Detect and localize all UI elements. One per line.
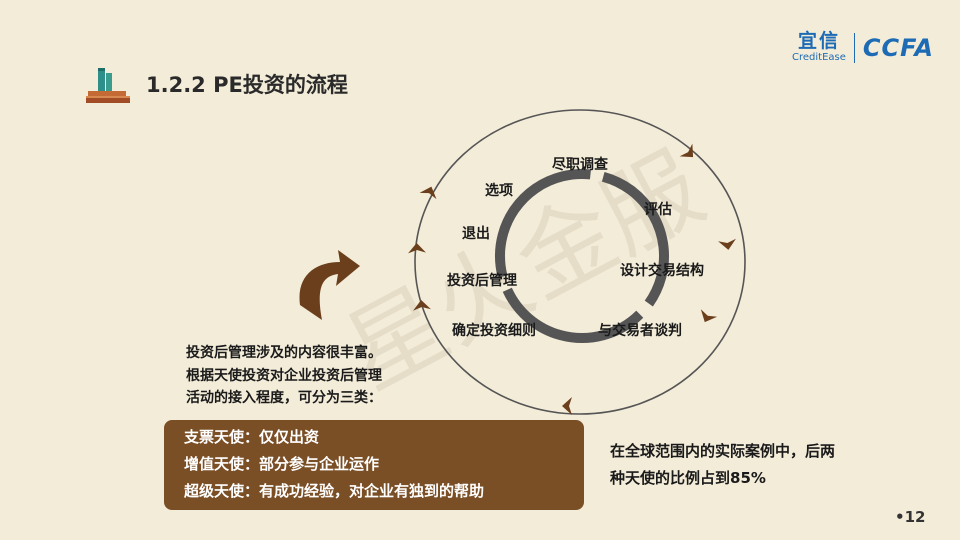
chevron-arrow-icon (413, 300, 431, 311)
step-due-diligence: 尽职调查 (552, 157, 608, 173)
description-line: 投资后管理涉及的内容很丰富。 (186, 345, 382, 361)
logo-creditease: 宜信 CreditEase (792, 32, 846, 63)
step-negotiation: 与交易者谈判 (598, 323, 682, 339)
angel-type-item: 增值天使：部分参与企业运作 (184, 455, 380, 473)
chevron-arrow-icon (718, 238, 736, 250)
logo-ccfa: CCFA (862, 33, 934, 62)
outer-ring (414, 109, 746, 415)
cycle-arrows (408, 143, 736, 415)
note-line: 在全球范围内的实际案例中，后两 (610, 442, 836, 460)
title-row: 1.2.2 PE投资的流程 (84, 64, 348, 104)
description-line: 根据天使投资对企业投资后管理 (186, 367, 382, 384)
chevron-arrow-icon (562, 397, 572, 415)
step-post-investment: 投资后管理 (447, 273, 517, 289)
logo-cn: 宜信 (797, 30, 840, 52)
note-line: 种天使的比例占到85% (610, 469, 766, 487)
step-deal-structure: 设计交易结构 (620, 263, 704, 279)
page-number: •12 (895, 508, 926, 526)
angel-type-item: 支票天使：仅仅出资 (184, 428, 320, 446)
books-icon (84, 64, 134, 104)
description-line: 活动的接入程度，可分为三类： (186, 390, 382, 406)
description: 投资后管理涉及的内容很丰富。 根据天使投资对企业投资后管理 活动的接入程度，可分… (186, 342, 382, 410)
step-option: 选项 (485, 183, 513, 199)
step-exit: 退出 (462, 226, 490, 242)
page-title: 1.2.2 PE投资的流程 (146, 73, 348, 97)
chevron-arrow-icon (408, 243, 426, 254)
logo: 宜信 CreditEase CCFA (792, 32, 934, 63)
curved-arrow-icon (299, 250, 360, 320)
angel-type-item: 超级天使：有成功经验，对企业有独到的帮助 (184, 482, 485, 500)
logo-en: CreditEase (792, 52, 846, 63)
angel-types-box: 支票天使：仅仅出资 增值天使：部分参与企业运作 超级天使：有成功经验，对企业有独… (164, 420, 584, 510)
logo-divider (853, 32, 855, 63)
note: 在全球范围内的实际案例中，后两 种天使的比例占到85% (610, 438, 835, 492)
chevron-arrow-icon (679, 143, 694, 158)
step-evaluation: 评估 (644, 202, 672, 218)
chevron-arrow-icon (700, 309, 718, 323)
step-investment-terms: 确定投资细则 (452, 323, 536, 339)
chevron-arrow-icon (419, 186, 437, 200)
